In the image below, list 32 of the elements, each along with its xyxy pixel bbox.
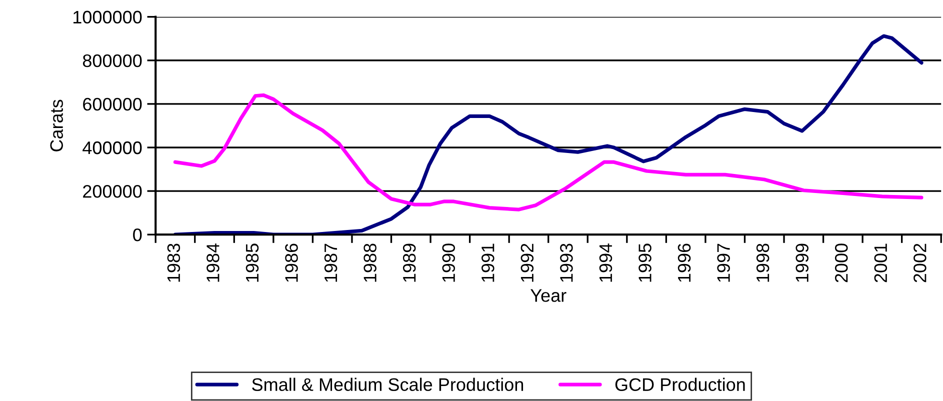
x-tick-label: 2001 [874,244,888,282]
x-tick-label: 1992 [520,244,534,282]
x-tick-label: 1987 [324,244,338,282]
x-tick-label: 1984 [206,243,220,282]
x-tick-label: 1998 [756,244,770,282]
x-tick-label: 1994 [599,243,612,282]
x-tick-label: 1997 [717,244,730,282]
legend-label: Small & Medium Scale Production [252,378,524,392]
x-tick-label: 2000 [834,244,848,282]
y-tick-label: 800000 [82,54,142,68]
x-tick-label: 1988 [364,244,376,282]
y-tick-label: 0 [133,228,142,242]
y-tick-label: 1000000 [73,10,142,24]
x-tick-label: 1995 [638,244,652,282]
x-tick-label: 1986 [285,244,298,282]
x-tick-label: 1983 [167,244,180,282]
y-tick-label: 200000 [83,184,142,198]
x-tick-label: 1991 [482,244,494,282]
x-tick-label: 1993 [560,244,573,282]
x-tick-label: 1985 [246,244,259,282]
y-tick-label: 600000 [83,98,142,111]
y-tick-label: 400000 [82,141,142,154]
x-axis-title: Year [530,289,566,302]
x-tick-label: 2002 [914,244,926,282]
line-series [173,34,924,235]
legend-label: GCD Production [615,378,745,392]
y-axis-title: Carats [50,100,63,152]
x-tick-label: 1999 [796,244,808,282]
x-tick-label: 1996 [678,244,691,282]
x-tick-label: 1989 [402,244,416,282]
x-tick-label: 1990 [442,244,456,282]
line-series [173,93,924,212]
